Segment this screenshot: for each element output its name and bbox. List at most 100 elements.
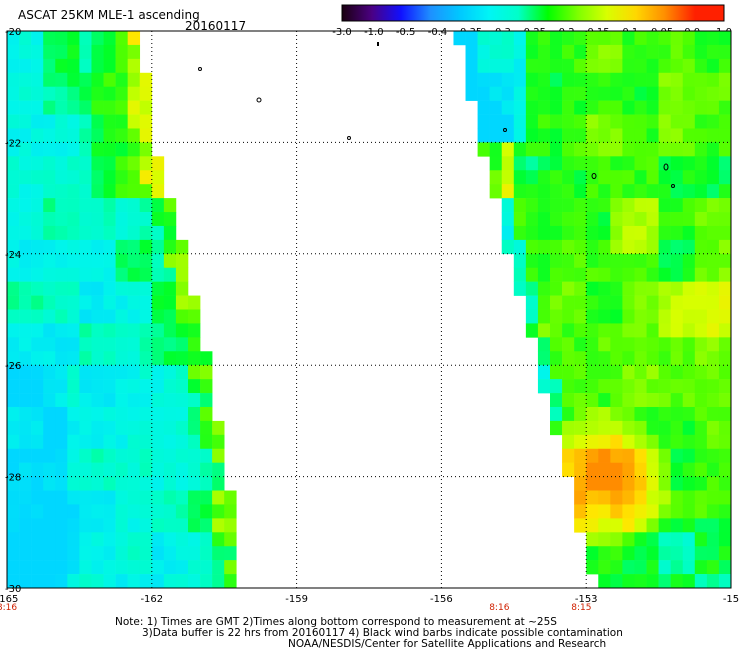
heatmap-cell: [598, 309, 611, 324]
heatmap-cell: [103, 212, 116, 227]
heatmap-cell: [622, 434, 635, 450]
heatmap-cell: [718, 462, 732, 477]
heatmap-cell: [550, 44, 563, 60]
heatmap-cell: [550, 114, 563, 129]
heatmap-cell: [7, 448, 20, 463]
heatmap-cell: [91, 295, 104, 310]
heatmap-cell: [694, 225, 708, 241]
heatmap-cell: [43, 476, 56, 491]
heatmap-cell: [574, 114, 587, 129]
heatmap-cell: [188, 365, 201, 380]
heatmap-cell: [163, 379, 177, 394]
heatmap-cell: [19, 532, 32, 547]
heatmap-cell: [7, 156, 20, 171]
heatmap-cell: [694, 142, 708, 157]
heatmap-cell: [610, 476, 623, 491]
heatmap-cell: [658, 295, 671, 310]
heatmap-cell: [646, 309, 659, 324]
heatmap-cell: [501, 239, 515, 255]
heatmap-cell: [67, 58, 80, 74]
heatmap-cell: [525, 72, 539, 87]
heatmap-cell: [7, 44, 20, 60]
heatmap-cell: [634, 532, 647, 547]
heatmap-cell: [718, 44, 732, 60]
heatmap-cell: [43, 225, 56, 241]
heatmap-cell: [31, 239, 44, 255]
heatmap-cell: [586, 351, 599, 366]
heatmap-cell: [574, 476, 587, 491]
colorbar-label: -0.4: [428, 27, 448, 38]
heatmap-cell: [175, 379, 189, 394]
heatmap-cell: [79, 239, 92, 255]
heatmap-cell: [19, 309, 32, 324]
heatmap-cell: [79, 281, 92, 296]
heatmap-cell: [682, 114, 696, 129]
heatmap-cell: [55, 72, 68, 87]
heatmap-cell: [115, 295, 128, 310]
heatmap-cell: [718, 365, 732, 380]
heatmap-cell: [224, 574, 237, 589]
heatmap-cell: [586, 86, 599, 101]
heatmap-cell: [188, 434, 201, 450]
heatmap-cell: [188, 337, 201, 352]
heatmap-cell: [622, 574, 635, 589]
island-mark: [663, 163, 669, 171]
chart-date: 20160117: [185, 19, 247, 33]
heatmap-cell: [646, 128, 659, 143]
heatmap-cell: [19, 239, 32, 255]
heatmap-cell: [19, 114, 32, 129]
heatmap-cell: [537, 253, 551, 269]
heatmap-cell: [163, 281, 177, 296]
heatmap-cell: [574, 253, 587, 269]
heatmap-cell: [694, 72, 708, 87]
heatmap-cell: [682, 100, 696, 115]
heatmap-cell: [550, 212, 563, 227]
heatmap-cell: [55, 546, 68, 561]
heatmap-cell: [19, 212, 32, 227]
heatmap-cell: [646, 225, 659, 241]
heatmap-cell: [115, 518, 128, 533]
heatmap-cell: [622, 170, 635, 185]
heatmap-cell: [67, 406, 80, 422]
heatmap-cell: [706, 114, 720, 129]
heatmap-cell: [67, 100, 80, 115]
heatmap-cell: [55, 351, 68, 366]
heatmap-cell: [622, 239, 635, 255]
heatmap-cell: [489, 86, 503, 101]
heatmap-cell: [477, 86, 490, 101]
heatmap-cell: [694, 365, 708, 380]
colorbar-segment: [606, 5, 637, 21]
heatmap-cell: [91, 86, 104, 101]
heatmap-cell: [646, 365, 659, 380]
heatmap-cell: [188, 420, 201, 436]
heatmap-cell: [55, 198, 68, 213]
heatmap-cell: [19, 476, 32, 491]
heatmap-cell: [163, 518, 177, 533]
heatmap-cell: [151, 365, 165, 380]
heatmap-cell: [19, 128, 32, 143]
heatmap-cell: [562, 72, 575, 87]
heatmap-cell: [694, 295, 708, 310]
heatmap-cell: [718, 100, 732, 115]
heatmap-cell: [610, 114, 623, 129]
heatmap-cell: [634, 58, 647, 74]
heatmap-cell: [501, 31, 515, 46]
heatmap-cell: [513, 239, 527, 255]
heatmap-cell: [127, 86, 141, 101]
y-tick-label: -22: [5, 138, 21, 149]
heatmap-cell: [718, 86, 732, 101]
heatmap-cell: [43, 532, 56, 547]
heatmap-cell: [175, 239, 189, 255]
heatmap-cell: [55, 128, 68, 143]
heatmap-cell: [646, 420, 659, 436]
heatmap-cell: [694, 31, 708, 46]
heatmap-cell: [706, 490, 720, 505]
heatmap-cell: [622, 58, 635, 74]
heatmap-cell: [718, 31, 732, 46]
heatmap-cell: [682, 184, 696, 199]
heatmap-cell: [7, 72, 20, 87]
heatmap-cell: [103, 546, 116, 561]
heatmap-cell: [115, 406, 128, 422]
heatmap-cell: [718, 546, 732, 561]
heatmap-cell: [682, 142, 696, 157]
